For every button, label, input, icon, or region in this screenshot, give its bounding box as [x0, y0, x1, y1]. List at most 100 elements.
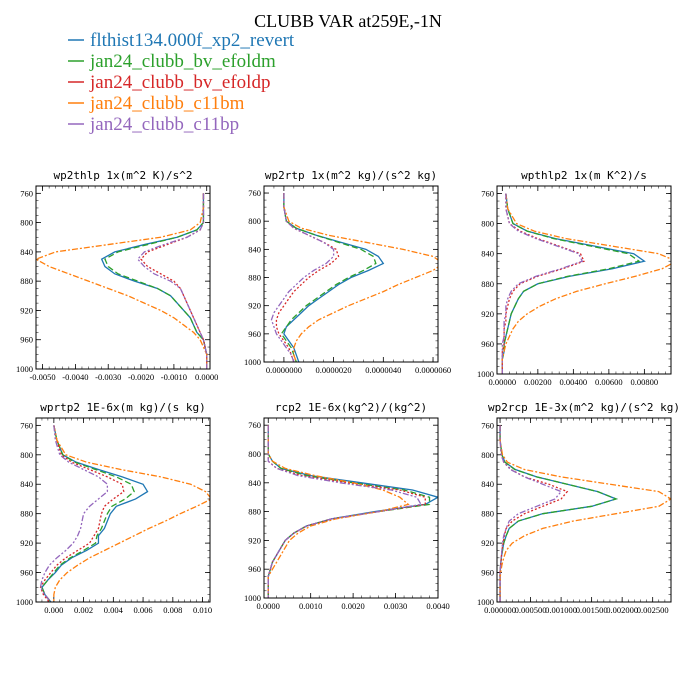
- y-tick-label: 880: [20, 276, 33, 286]
- series-line-5: [501, 193, 584, 374]
- y-tick-label: 760: [481, 420, 494, 430]
- x-tick-label: 0.00400: [560, 377, 588, 387]
- x-tick-label: 0.008: [163, 605, 182, 615]
- series-group: [270, 193, 438, 362]
- x-tick-label: 0.002000: [606, 605, 638, 615]
- y-tick-label: 800: [20, 218, 33, 228]
- series-line-3: [39, 425, 125, 602]
- x-tick-label: 0.004: [104, 605, 124, 615]
- x-tick-label: 0.00800: [631, 377, 659, 387]
- panel-frame: [263, 185, 439, 363]
- x-tick-label: 0.0030: [384, 601, 407, 611]
- series-line-1: [41, 425, 149, 602]
- y-tick-label: 880: [248, 507, 261, 517]
- x-tick-label: 0.006: [134, 605, 153, 615]
- y-tick-label: 760: [248, 420, 261, 430]
- series-line-4: [36, 193, 208, 369]
- series-line-3: [267, 425, 426, 598]
- legend-entry: jan24_clubb_c11bp: [89, 114, 239, 135]
- y-tick-label: 1000: [244, 357, 261, 367]
- x-tick-label: 0.000: [44, 605, 63, 615]
- series-line-5: [499, 425, 563, 602]
- y-tick-label: 920: [481, 309, 494, 319]
- series-line-2: [280, 193, 377, 362]
- x-tick-label: 0.002500: [637, 605, 669, 615]
- legend-entry: jan24_clubb_bv_efoldp: [89, 72, 270, 93]
- series-line-4: [283, 193, 438, 362]
- series-line-4: [53, 425, 210, 602]
- y-tick-label: 760: [248, 188, 261, 198]
- x-tick-label: 0.00200: [524, 377, 552, 387]
- panel-title: rcp2 1E-6x(kg^2)/(kg^2): [275, 401, 427, 414]
- series-line-2: [267, 425, 431, 598]
- x-tick-label: -0.0050: [29, 372, 55, 382]
- series-line-4: [267, 425, 410, 598]
- y-tick-label: 800: [481, 450, 494, 460]
- legend-entry: jan24_clubb_bv_efoldm: [89, 51, 276, 72]
- y-tick-label: 1000: [16, 364, 33, 374]
- y-tick-label: 760: [20, 188, 33, 198]
- series-line-3: [501, 193, 585, 374]
- x-tick-label: 0.0000060: [415, 365, 451, 375]
- x-tick-label: 0.010: [193, 605, 212, 615]
- y-tick-label: 800: [481, 219, 494, 229]
- y-tick-label: 880: [481, 279, 494, 289]
- series-line-5: [270, 193, 335, 362]
- y-tick-label: 960: [248, 564, 261, 574]
- x-tick-label: 0.0000: [257, 601, 280, 611]
- y-tick-label: 920: [248, 301, 261, 311]
- y-tick-label: 960: [20, 335, 33, 345]
- panel-frame: [35, 185, 211, 370]
- y-tick-label: 1000: [16, 597, 33, 607]
- series-line-2: [104, 193, 208, 369]
- y-tick-label: 1000: [477, 597, 494, 607]
- panel-3: wpthlp2 1x(m K^2)/s 760 800 840 880 920 960 100…: [477, 169, 672, 387]
- y-tick-label: 800: [248, 216, 261, 226]
- x-tick-label: 0.001500: [576, 605, 608, 615]
- series-group: [36, 193, 208, 369]
- x-tick-label: 0.0000040: [365, 365, 401, 375]
- series-group: [501, 193, 671, 374]
- y-tick-label: 760: [481, 189, 494, 199]
- series-line-3: [499, 425, 569, 602]
- x-tick-label: 0.000500: [515, 605, 547, 615]
- y-tick-label: 840: [20, 247, 33, 257]
- y-tick-label: 800: [20, 450, 33, 460]
- panel-6: wp2rcp 1E-3x(m^2 kg)/(s^2 kg) 760 800 840 88…: [477, 401, 680, 615]
- x-tick-label: -0.0020: [128, 372, 154, 382]
- panel-title: wp2rcp 1E-3x(m^2 kg)/(s^2 kg): [488, 401, 680, 414]
- y-tick-label: 960: [20, 568, 33, 578]
- x-tick-label: 0.0010: [299, 601, 322, 611]
- panel-frame: [35, 417, 211, 603]
- series-line-2: [501, 193, 641, 374]
- panel-frame: [496, 185, 672, 375]
- y-tick-label: 800: [248, 449, 261, 459]
- panel-4: wprtp2 1E-6x(m kg)/(s kg) 760 800 840 880 920…: [16, 401, 212, 615]
- y-tick-label: 760: [20, 420, 33, 430]
- x-tick-label: 0.00000: [489, 377, 517, 387]
- x-tick-label: 0.0000000: [266, 365, 302, 375]
- x-tick-label: -0.0010: [161, 372, 187, 382]
- y-tick-label: 920: [248, 535, 261, 545]
- series-group: [39, 425, 210, 602]
- x-tick-label: -0.0030: [95, 372, 121, 382]
- y-tick-label: 1000: [244, 593, 261, 603]
- y-tick-label: 880: [481, 509, 494, 519]
- panel-1: wp2thlp 1x(m^2 K)/s^2 760 800 840 880 920 960 1…: [16, 169, 218, 382]
- series-line-1: [100, 193, 208, 369]
- x-tick-label: 0.0040: [426, 601, 449, 611]
- y-tick-label: 840: [248, 478, 261, 488]
- y-tick-label: 920: [481, 538, 494, 548]
- series-line-4: [499, 425, 671, 602]
- series-line-3: [140, 193, 208, 369]
- y-tick-label: 840: [248, 244, 261, 254]
- figure-title: CLUBB VAR at259E,-1N: [254, 11, 442, 31]
- y-tick-label: 880: [20, 509, 33, 519]
- y-tick-label: 920: [20, 538, 33, 548]
- series-line-5: [136, 193, 208, 369]
- panel-title: wp2rtp 1x(m^2 kg)/(s^2 kg): [265, 169, 437, 182]
- x-tick-label: 0.0000: [195, 372, 218, 382]
- y-tick-label: 840: [481, 249, 494, 259]
- panel-title: wprtp2 1E-6x(m kg)/(s kg): [40, 401, 206, 414]
